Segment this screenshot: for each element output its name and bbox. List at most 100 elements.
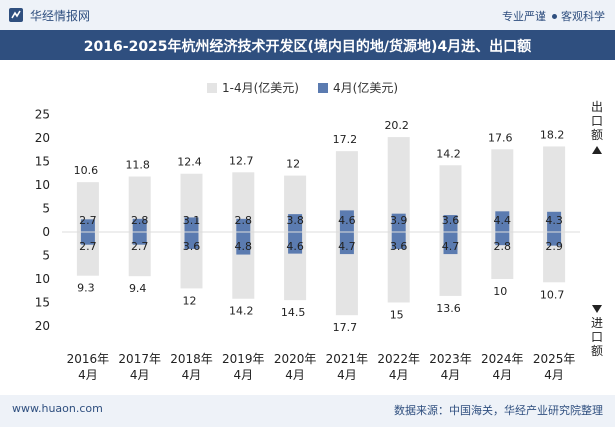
import-month-label: 2.9: [545, 240, 563, 253]
export-month-bar: [184, 217, 199, 232]
export-cumulative-label: 12.4: [177, 156, 202, 169]
chart-title: 2016-2025年杭州经济技术开发区(境内目的地/货源地)4月进、出口额: [83, 39, 532, 55]
export-month-bar: [443, 215, 458, 232]
x-tick-label-line: 2019年: [222, 352, 265, 366]
tagline: 专业严谨 客观科学: [502, 8, 605, 24]
y-tick-label: 25: [35, 108, 50, 122]
export-cumulative-label: 18.2: [540, 128, 565, 141]
import-month-label: 4.7: [442, 240, 460, 253]
x-tick-label-line: 4月: [285, 368, 305, 382]
legend-label-cumulative: 1-4月(亿美元): [222, 80, 299, 95]
up-triangle-icon: [592, 146, 602, 154]
tagline-left: 专业严谨: [502, 10, 546, 23]
import-month-bar: [288, 232, 303, 254]
import-cumulative-label: 14.5: [281, 306, 306, 319]
y-tick-label: 5: [42, 202, 50, 216]
export-side-label: 出口额: [590, 100, 603, 142]
x-tick-label-line: 2023年: [429, 352, 472, 366]
import-cumulative-label: 9.4: [129, 282, 147, 295]
data-source: 数据来源：中国海关，华经产业研究院整理: [394, 404, 603, 417]
x-tick-label: 2017年 4月: [118, 352, 161, 382]
import-month-bar: [184, 232, 199, 249]
export-month-label: 2.8: [235, 214, 253, 227]
export-cumulative-label: 12: [286, 158, 300, 171]
export-month-bar: [339, 210, 354, 232]
export-cumulative-label: 12.7: [229, 154, 254, 167]
import-cumulative-label: 10: [493, 285, 507, 298]
import-month-bar: [443, 232, 458, 255]
import-cumulative-label: 10.7: [540, 288, 565, 301]
tagline-right: 客观科学: [561, 10, 605, 23]
import-side-label: 进口额: [590, 316, 603, 358]
export-month-bar: [288, 214, 303, 232]
x-tick-label-line: 2022年: [377, 352, 420, 366]
x-tick-label: 2025年 4月: [533, 352, 576, 382]
import-month-label: 4.6: [286, 240, 304, 253]
x-tick-label-line: 2025年: [533, 352, 576, 366]
top-bar: [0, 0, 615, 30]
import-month-label: 2.7: [131, 240, 149, 253]
export-month-bar: [236, 218, 251, 232]
import-month-label: 3.6: [183, 240, 201, 253]
title-bar: [0, 30, 615, 60]
export-month-label: 2.8: [131, 214, 149, 227]
import-cumulative-label: 13.6: [436, 302, 461, 315]
export-cumulative-label: 10.6: [74, 164, 99, 177]
export-cumulative-bar: [387, 137, 410, 232]
y-tick-label: 20: [35, 319, 50, 333]
x-tick-label-line: 2021年: [326, 352, 369, 366]
x-tick-label-line: 2018年: [170, 352, 213, 366]
import-month-label: 4.8: [235, 240, 253, 253]
y-tick-label: 15: [35, 155, 50, 169]
import-month-label: 4.7: [338, 240, 356, 253]
brand-name: 华经情报网: [30, 9, 91, 23]
export-month-label: 3.1: [183, 214, 201, 227]
export-cumulative-bar: [543, 146, 566, 232]
import-cumulative-label: 15: [390, 309, 404, 322]
legend-swatch-month: [318, 83, 328, 93]
chart: 1-4月(亿美元) 4月(亿美元) 25 20 15 10 5 0 5 10 15 20 10.6 9.3…: [35, 80, 580, 382]
x-tick-label-line: 2024年: [481, 352, 524, 366]
x-tick-label: 2024年 4月: [481, 352, 524, 382]
x-tick-label: 2020年 4月: [274, 352, 317, 382]
x-tick-label-line: 4月: [78, 368, 98, 382]
import-month-bar: [495, 232, 510, 246]
export-cumulative-bar: [232, 172, 255, 232]
import-month-label: 2.7: [79, 240, 97, 253]
footer-bar: [0, 395, 615, 427]
import-cumulative-label: 12: [183, 294, 197, 307]
x-tick-label: 2023年 4月: [429, 352, 472, 382]
x-tick-label-line: 4月: [441, 368, 461, 382]
x-tick-label-line: 4月: [337, 368, 357, 382]
export-month-label: 4.4: [494, 214, 512, 227]
x-tick-label: 2018年 4月: [170, 352, 213, 382]
x-tick-label-line: 4月: [544, 368, 564, 382]
legend-label-month: 4月(亿美元): [333, 80, 398, 95]
x-tick-label-line: 4月: [389, 368, 409, 382]
down-triangle-icon: [592, 305, 602, 313]
import-cumulative-bar: [387, 232, 410, 303]
x-tick-label: 2016年 4月: [67, 352, 110, 382]
x-tick-label: 2019年 4月: [222, 352, 265, 382]
export-month-label: 3.9: [390, 214, 408, 227]
import-cumulative-label: 17.7: [333, 321, 358, 334]
x-tick-label-line: 4月: [182, 368, 202, 382]
x-tick-label-line: 4月: [233, 368, 253, 382]
legend-swatch-cumulative: [207, 83, 217, 93]
export-cumulative-bar: [128, 176, 151, 232]
x-tick-label-line: 2020年: [274, 352, 317, 366]
export-cumulative-label: 14.2: [436, 147, 461, 160]
x-tick-label-line: 2016年: [67, 352, 110, 366]
x-tick-label: 2021年 4月: [326, 352, 369, 382]
y-tick-label: 10: [35, 272, 50, 286]
export-month-bar: [80, 219, 95, 232]
export-cumulative-label: 20.2: [384, 119, 409, 132]
export-cumulative-label: 17.6: [488, 131, 513, 144]
export-month-bar: [495, 211, 510, 232]
import-month-label: 3.6: [390, 240, 408, 253]
import-month-bar: [339, 232, 354, 255]
x-tick-label-line: 2017年: [118, 352, 161, 366]
import-month-bar: [80, 232, 95, 245]
dot-icon: [552, 14, 557, 19]
y-tick-label: 20: [35, 131, 50, 145]
